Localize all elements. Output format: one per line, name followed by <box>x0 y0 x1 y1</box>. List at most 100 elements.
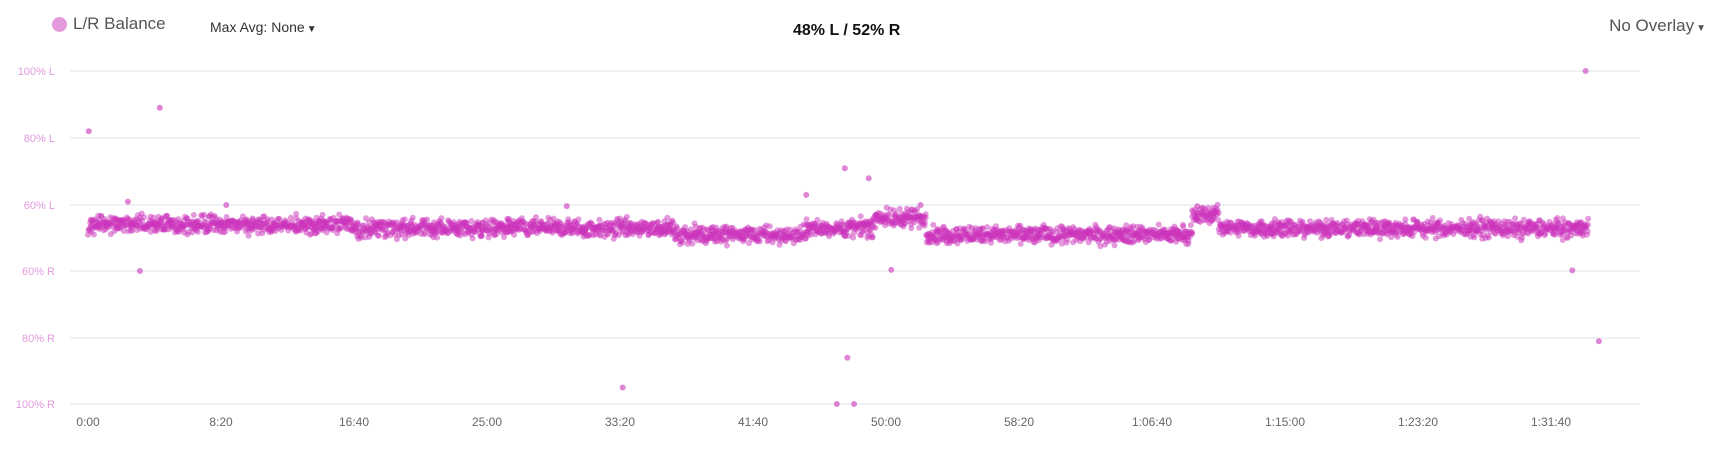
data-point <box>1015 222 1022 229</box>
data-point <box>1187 222 1194 229</box>
data-point <box>426 231 433 238</box>
data-point <box>1484 215 1490 222</box>
outlier-point <box>136 268 143 274</box>
data-point <box>223 214 230 220</box>
data-point <box>198 212 205 219</box>
data-point <box>313 214 320 221</box>
data-point <box>334 230 341 237</box>
data-point <box>677 241 683 248</box>
data-point <box>1552 216 1559 223</box>
outlier-point <box>1569 267 1576 274</box>
data-point <box>402 235 409 242</box>
chart-header: L/R Balance Max Avg: None ▼ 48% L / 52% R… <box>0 0 1736 60</box>
legend-dot-icon <box>52 16 67 32</box>
outlier-point <box>865 175 872 182</box>
data-point <box>393 236 400 243</box>
data-point <box>190 212 197 218</box>
data-point <box>125 228 132 235</box>
data-point <box>1189 207 1196 214</box>
x-tick-label: 0:00 <box>76 415 100 429</box>
data-point <box>883 204 890 211</box>
data-point <box>964 237 971 244</box>
data-point <box>903 205 910 212</box>
data-point <box>891 212 898 219</box>
data-point <box>1155 221 1162 228</box>
outlier-point <box>833 401 840 407</box>
overlay-label: No Overlay <box>1609 16 1695 35</box>
data-point <box>596 216 603 223</box>
data-point <box>966 223 973 230</box>
y-tick-label: 100% L <box>18 66 55 78</box>
data-point <box>1410 216 1417 223</box>
outlier-point <box>803 191 810 198</box>
data-point <box>1111 242 1118 249</box>
data-point <box>87 216 94 223</box>
outlier-point <box>85 128 92 135</box>
data-point <box>172 229 179 236</box>
data-point <box>468 218 475 224</box>
x-tick-label: 33:20 <box>605 415 635 429</box>
data-point <box>1301 235 1308 241</box>
caret-down-icon: ▼ <box>306 24 317 35</box>
data-point <box>1366 216 1373 223</box>
data-point <box>1429 215 1436 221</box>
data-point <box>1318 235 1325 242</box>
data-point <box>155 213 162 220</box>
x-tick-label: 8:20 <box>209 415 233 429</box>
data-point <box>923 239 930 246</box>
data-point <box>255 230 262 237</box>
legend-toggle[interactable]: L/R Balance <box>52 14 166 34</box>
data-point <box>107 214 114 221</box>
data-point <box>242 228 249 235</box>
data-point <box>790 240 797 247</box>
x-tick-label: 41:40 <box>738 415 768 429</box>
outlier-point <box>1582 68 1589 74</box>
overlay-dropdown[interactable]: No Overlay ▼ <box>1609 16 1706 36</box>
y-tick-label: 80% L <box>24 133 55 145</box>
data-point <box>1466 215 1473 222</box>
data-point <box>202 229 209 236</box>
data-point <box>1512 215 1519 222</box>
y-tick-label: 60% R <box>22 266 55 278</box>
data-point <box>684 241 691 247</box>
data-point <box>756 225 763 232</box>
data-point <box>504 215 511 222</box>
data-point <box>984 224 991 231</box>
data-point <box>477 231 484 237</box>
data-point <box>293 215 300 222</box>
x-tick-label: 1:06:40 <box>1132 415 1172 429</box>
data-point <box>1585 215 1592 222</box>
data-point <box>661 218 668 225</box>
data-point <box>1070 239 1077 246</box>
data-point <box>610 235 617 242</box>
data-point <box>362 234 369 241</box>
caret-down-icon: ▼ <box>1696 23 1706 34</box>
data-point <box>485 234 492 241</box>
data-point <box>1402 216 1409 223</box>
data-point <box>797 223 804 230</box>
data-point <box>1048 241 1055 248</box>
data-point <box>1215 226 1222 232</box>
outlier-point <box>1595 338 1602 345</box>
data-point <box>1179 221 1186 228</box>
x-tick-label: 1:15:00 <box>1265 415 1305 429</box>
data-point <box>1123 222 1130 229</box>
data-point <box>857 231 863 238</box>
scatter-points <box>85 68 1602 407</box>
y-tick-label: 80% R <box>22 333 55 345</box>
data-point <box>1510 232 1517 239</box>
data-point <box>776 241 783 248</box>
max-avg-dropdown[interactable]: Max Avg: None ▼ <box>210 19 317 35</box>
data-point <box>419 216 426 223</box>
data-point <box>671 236 678 243</box>
data-point <box>445 217 452 224</box>
data-point <box>107 231 114 238</box>
data-point <box>908 225 915 232</box>
data-point <box>1559 237 1566 243</box>
data-point <box>545 214 552 221</box>
outlier-point <box>156 104 163 111</box>
data-point <box>1419 232 1426 239</box>
outlier-point <box>223 202 230 208</box>
data-point <box>916 224 923 231</box>
